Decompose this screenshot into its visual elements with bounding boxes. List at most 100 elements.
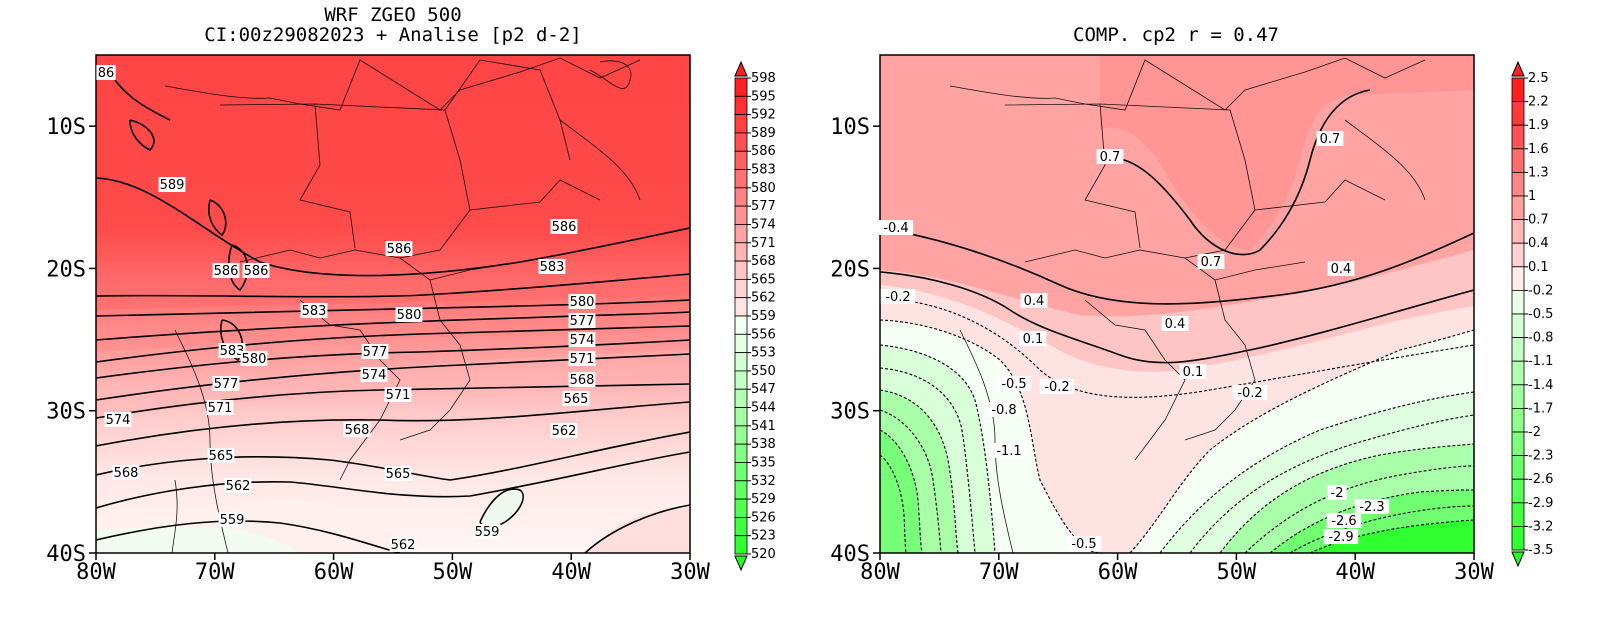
- colorbar-label: -3.2: [1528, 519, 1553, 534]
- colorbar-cell: [734, 315, 748, 335]
- colorbar-label: -2: [1528, 425, 1541, 440]
- contour-label: 562: [226, 479, 251, 494]
- colorbar-label: 571: [751, 236, 776, 251]
- colorbar-cell: [1511, 431, 1525, 457]
- contour-label-bg: [389, 537, 417, 552]
- contour-label-bg: [212, 263, 240, 278]
- x-tick-label: 70W: [195, 560, 235, 585]
- contour-label: 0.4: [1024, 294, 1045, 309]
- contour-label-bg: [207, 448, 235, 463]
- colorbar-cell: [1511, 219, 1525, 244]
- y-tick-label: 30S: [830, 400, 870, 425]
- colorbar-cell: [1511, 337, 1525, 362]
- contour-label-bg: [538, 259, 566, 274]
- contour-label: 568: [345, 423, 370, 438]
- contour-label-bg: [1020, 293, 1048, 308]
- colorbar-cell: [734, 388, 748, 408]
- colorbar-cell: [734, 187, 748, 207]
- contour-label-bg: [1354, 499, 1390, 514]
- contour-label: 565: [209, 449, 234, 464]
- contour-label: 0.4: [1165, 317, 1186, 332]
- colorbar-label: 553: [751, 346, 776, 361]
- colorbar-label: 544: [751, 401, 776, 416]
- left-plot-frame: [95, 54, 691, 554]
- colorbar-cell: [734, 407, 748, 427]
- colorbar-label: 526: [751, 510, 776, 525]
- contour-label: 580: [242, 352, 267, 367]
- colorbar-label: 556: [751, 327, 776, 342]
- colorbar-cell: [1511, 384, 1525, 409]
- colorbar-cell: [1511, 77, 1525, 103]
- contour-label: 583: [220, 344, 245, 359]
- colorbar-label: -0.2: [1528, 283, 1553, 298]
- colorbar-label: 532: [751, 474, 776, 489]
- y-tick-label: 10S: [830, 115, 870, 140]
- colorbar-label: 541: [751, 419, 776, 434]
- colorbar-label: 598: [751, 71, 776, 86]
- colorbar-cell: [734, 150, 748, 170]
- colorbar-label: 580: [751, 181, 776, 196]
- contour-label: 577: [570, 314, 595, 329]
- contour-label-bg: [880, 289, 916, 304]
- contour-label-bg: [1096, 149, 1124, 164]
- colorbar-cell: [1511, 266, 1525, 291]
- contour-label: 0.7: [1201, 255, 1222, 270]
- colorbar-label: -0.8: [1528, 331, 1553, 346]
- colorbar-label: 529: [751, 492, 776, 507]
- contour-label: 571: [208, 401, 233, 416]
- contour-label: 574: [106, 413, 131, 428]
- contour-label: -0.5: [1071, 537, 1096, 552]
- colorbar-cell: [1511, 124, 1525, 150]
- contour-label-bg: [395, 307, 423, 322]
- right-axis-ticks: 80W 70W 60W 50W 40W 30W 10S 20S 30S 40S: [830, 115, 1494, 585]
- colorbar-bottom-arrow: [734, 555, 748, 572]
- colorbar-cell: [1511, 289, 1525, 315]
- colorbar-label: -1.4: [1528, 378, 1553, 393]
- colorbar-cell: [734, 535, 748, 555]
- colorbar-label: 583: [751, 163, 776, 178]
- contour-label: 0.7: [1320, 132, 1341, 147]
- colorbar-cell: [1511, 407, 1525, 433]
- contour-label: 0.4: [1331, 262, 1352, 277]
- contour-label-bg: [343, 422, 371, 437]
- contour-label: 571: [570, 352, 595, 367]
- contour-label-bg: [206, 400, 234, 415]
- contour-label-bg: [1232, 385, 1268, 400]
- colorbar-label: 568: [751, 254, 776, 269]
- colorbar-label: -1.7: [1528, 401, 1553, 416]
- y-tick-label: 20S: [830, 257, 870, 282]
- colorbar-label: 523: [751, 529, 776, 544]
- right-panel: COMP. cp2 r = 0.47: [830, 24, 1553, 585]
- colorbar-label: 547: [751, 382, 776, 397]
- contour-label: -0.2: [1044, 380, 1069, 395]
- colorbar-cell: [1511, 148, 1525, 173]
- x-tick-label: 80W: [76, 560, 116, 585]
- x-tick-label: 60W: [314, 560, 354, 585]
- contour-label: -1.1: [996, 444, 1021, 459]
- contour-label-bg: [1179, 364, 1207, 379]
- contour-label-bg: [986, 402, 1022, 417]
- x-tick-label: 70W: [979, 560, 1019, 585]
- contour-label-bg: [240, 351, 268, 366]
- colorbar-top-arrow: [1511, 60, 1525, 77]
- contour-label-bg: [384, 466, 412, 481]
- colorbar-cell: [1511, 242, 1525, 268]
- colorbar-cell: [734, 205, 748, 225]
- contour-label-bg: [568, 372, 596, 387]
- contour-label: 589: [160, 178, 185, 193]
- y-tick-label: 10S: [46, 115, 86, 140]
- contour-label: -0.4: [883, 221, 908, 236]
- colorbar-cell: [1511, 502, 1525, 527]
- right-title: COMP. cp2 r = 0.47: [1073, 24, 1279, 46]
- contour-label-bg: [568, 332, 596, 347]
- contour-label-bg: [242, 263, 270, 278]
- colorbar-label: 550: [751, 364, 776, 379]
- contour-label-bg: [218, 343, 246, 358]
- contour-label: 583: [302, 304, 327, 319]
- contour-label: 577: [214, 377, 239, 392]
- contour-label-bg: [224, 478, 252, 493]
- colorbar-cell: [1511, 313, 1525, 339]
